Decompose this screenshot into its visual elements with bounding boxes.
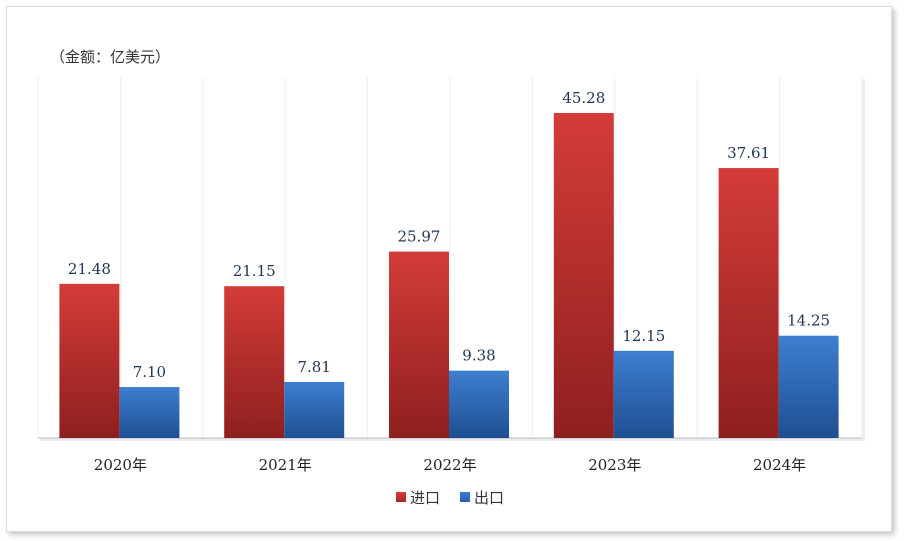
x-tick-label: 2023年 [588,456,641,474]
value-label-import-4: 45.28 [562,89,605,107]
x-tick-label: 2022年 [423,456,476,474]
legend-label-import: 进口 [410,489,440,507]
x-axis-ticks: 2020年 2021年 2022年 2023年 2024年 [94,456,806,474]
value-label-export-4: 12.15 [622,327,665,345]
value-label-import-5: 37.61 [727,144,770,162]
value-label-export-3: 9.38 [462,347,495,365]
value-label-export-5: 14.25 [787,312,830,330]
bars-group [59,113,839,439]
bar-export-2 [284,381,345,438]
x-tick-label: 2020年 [94,456,147,474]
unit-label: （金额：亿美元） [50,48,170,66]
value-label-import-3: 25.97 [398,228,441,246]
bar-export-1 [119,387,180,438]
legend-label-export: 出口 [474,489,504,507]
value-label-export-1: 7.10 [133,363,166,381]
x-tick-label: 2024年 [753,456,806,474]
bar-import-2 [224,286,285,438]
bar-import-4 [553,113,614,438]
value-labels-group: 21.48 7.10 21.15 7.81 25.97 9.38 45.28 12.15 37.… [68,89,830,381]
value-label-export-2: 7.81 [297,358,330,376]
legend-swatch-import [396,492,406,502]
x-tick-label: 2021年 [259,456,312,474]
bar-export-4 [613,350,674,438]
value-label-import-1: 21.48 [68,260,111,278]
bar-export-5 [778,335,839,438]
value-label-import-2: 21.15 [233,262,276,280]
legend: 进口 出口 [396,489,504,507]
bar-import-1 [59,283,120,438]
bar-import-3 [389,251,449,438]
bar-import-5 [718,168,779,439]
legend-swatch-export [460,492,470,502]
bar-export-3 [449,370,509,438]
